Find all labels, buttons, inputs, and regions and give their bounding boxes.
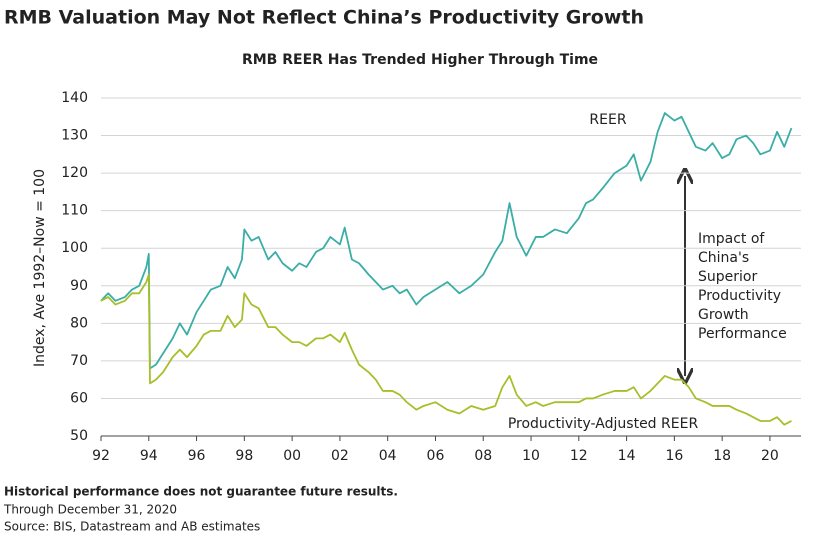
y-tick-label: 80 [70, 315, 88, 331]
chart-title: RMB Valuation May Not Reflect China’s Pr… [4, 7, 644, 29]
chart-subtitle: RMB REER Has Trended Higher Through Time [242, 52, 598, 68]
y-tick-label: 50 [70, 428, 88, 444]
x-tick-label: 14 [618, 448, 636, 464]
annotation: China's [698, 250, 749, 266]
x-tick-label: 18 [713, 448, 731, 464]
footnote: Historical performance does not guarante… [4, 485, 398, 499]
annotation: Productivity [698, 288, 781, 304]
x-tick-label: 06 [427, 448, 445, 464]
y-tick-label: 70 [70, 353, 88, 369]
y-tick-label: 140 [61, 90, 88, 106]
annotation: Impact of [698, 231, 765, 247]
x-tick-label: 92 [92, 448, 110, 464]
y-tick-label: 130 [61, 128, 88, 144]
x-tick-label: 94 [140, 448, 158, 464]
y-tick-label: 100 [61, 240, 88, 256]
y-axis-label: Index, Ave 1992–Now = 100 [32, 169, 48, 367]
x-tick-label: 00 [283, 448, 301, 464]
y-tick-label: 60 [70, 390, 88, 406]
x-tick-label: 12 [570, 448, 588, 464]
y-tick-label: 90 [70, 278, 88, 294]
x-tick-label: 96 [188, 448, 206, 464]
annotation: Performance [698, 326, 787, 342]
footnote: Through December 31, 2020 [3, 503, 177, 517]
y-tick-label: 110 [61, 203, 88, 219]
x-tick-label: 20 [761, 448, 779, 464]
x-tick-label: 10 [522, 448, 540, 464]
y-tick-label: 120 [61, 165, 88, 181]
x-tick-label: 16 [665, 448, 683, 464]
x-tick-label: 02 [331, 448, 349, 464]
series-label: Productivity-Adjusted REER [508, 416, 699, 432]
x-tick-label: 08 [474, 448, 492, 464]
footnote: Source: BIS, Datastream and AB estimates [4, 520, 260, 534]
series-line [100, 112, 793, 370]
annotation: Superior [698, 269, 757, 285]
x-tick-label: 04 [379, 448, 397, 464]
annotation: Growth [698, 307, 749, 323]
series-line [100, 273, 792, 426]
series-label: REER [589, 112, 626, 128]
x-tick-label: 98 [235, 448, 253, 464]
